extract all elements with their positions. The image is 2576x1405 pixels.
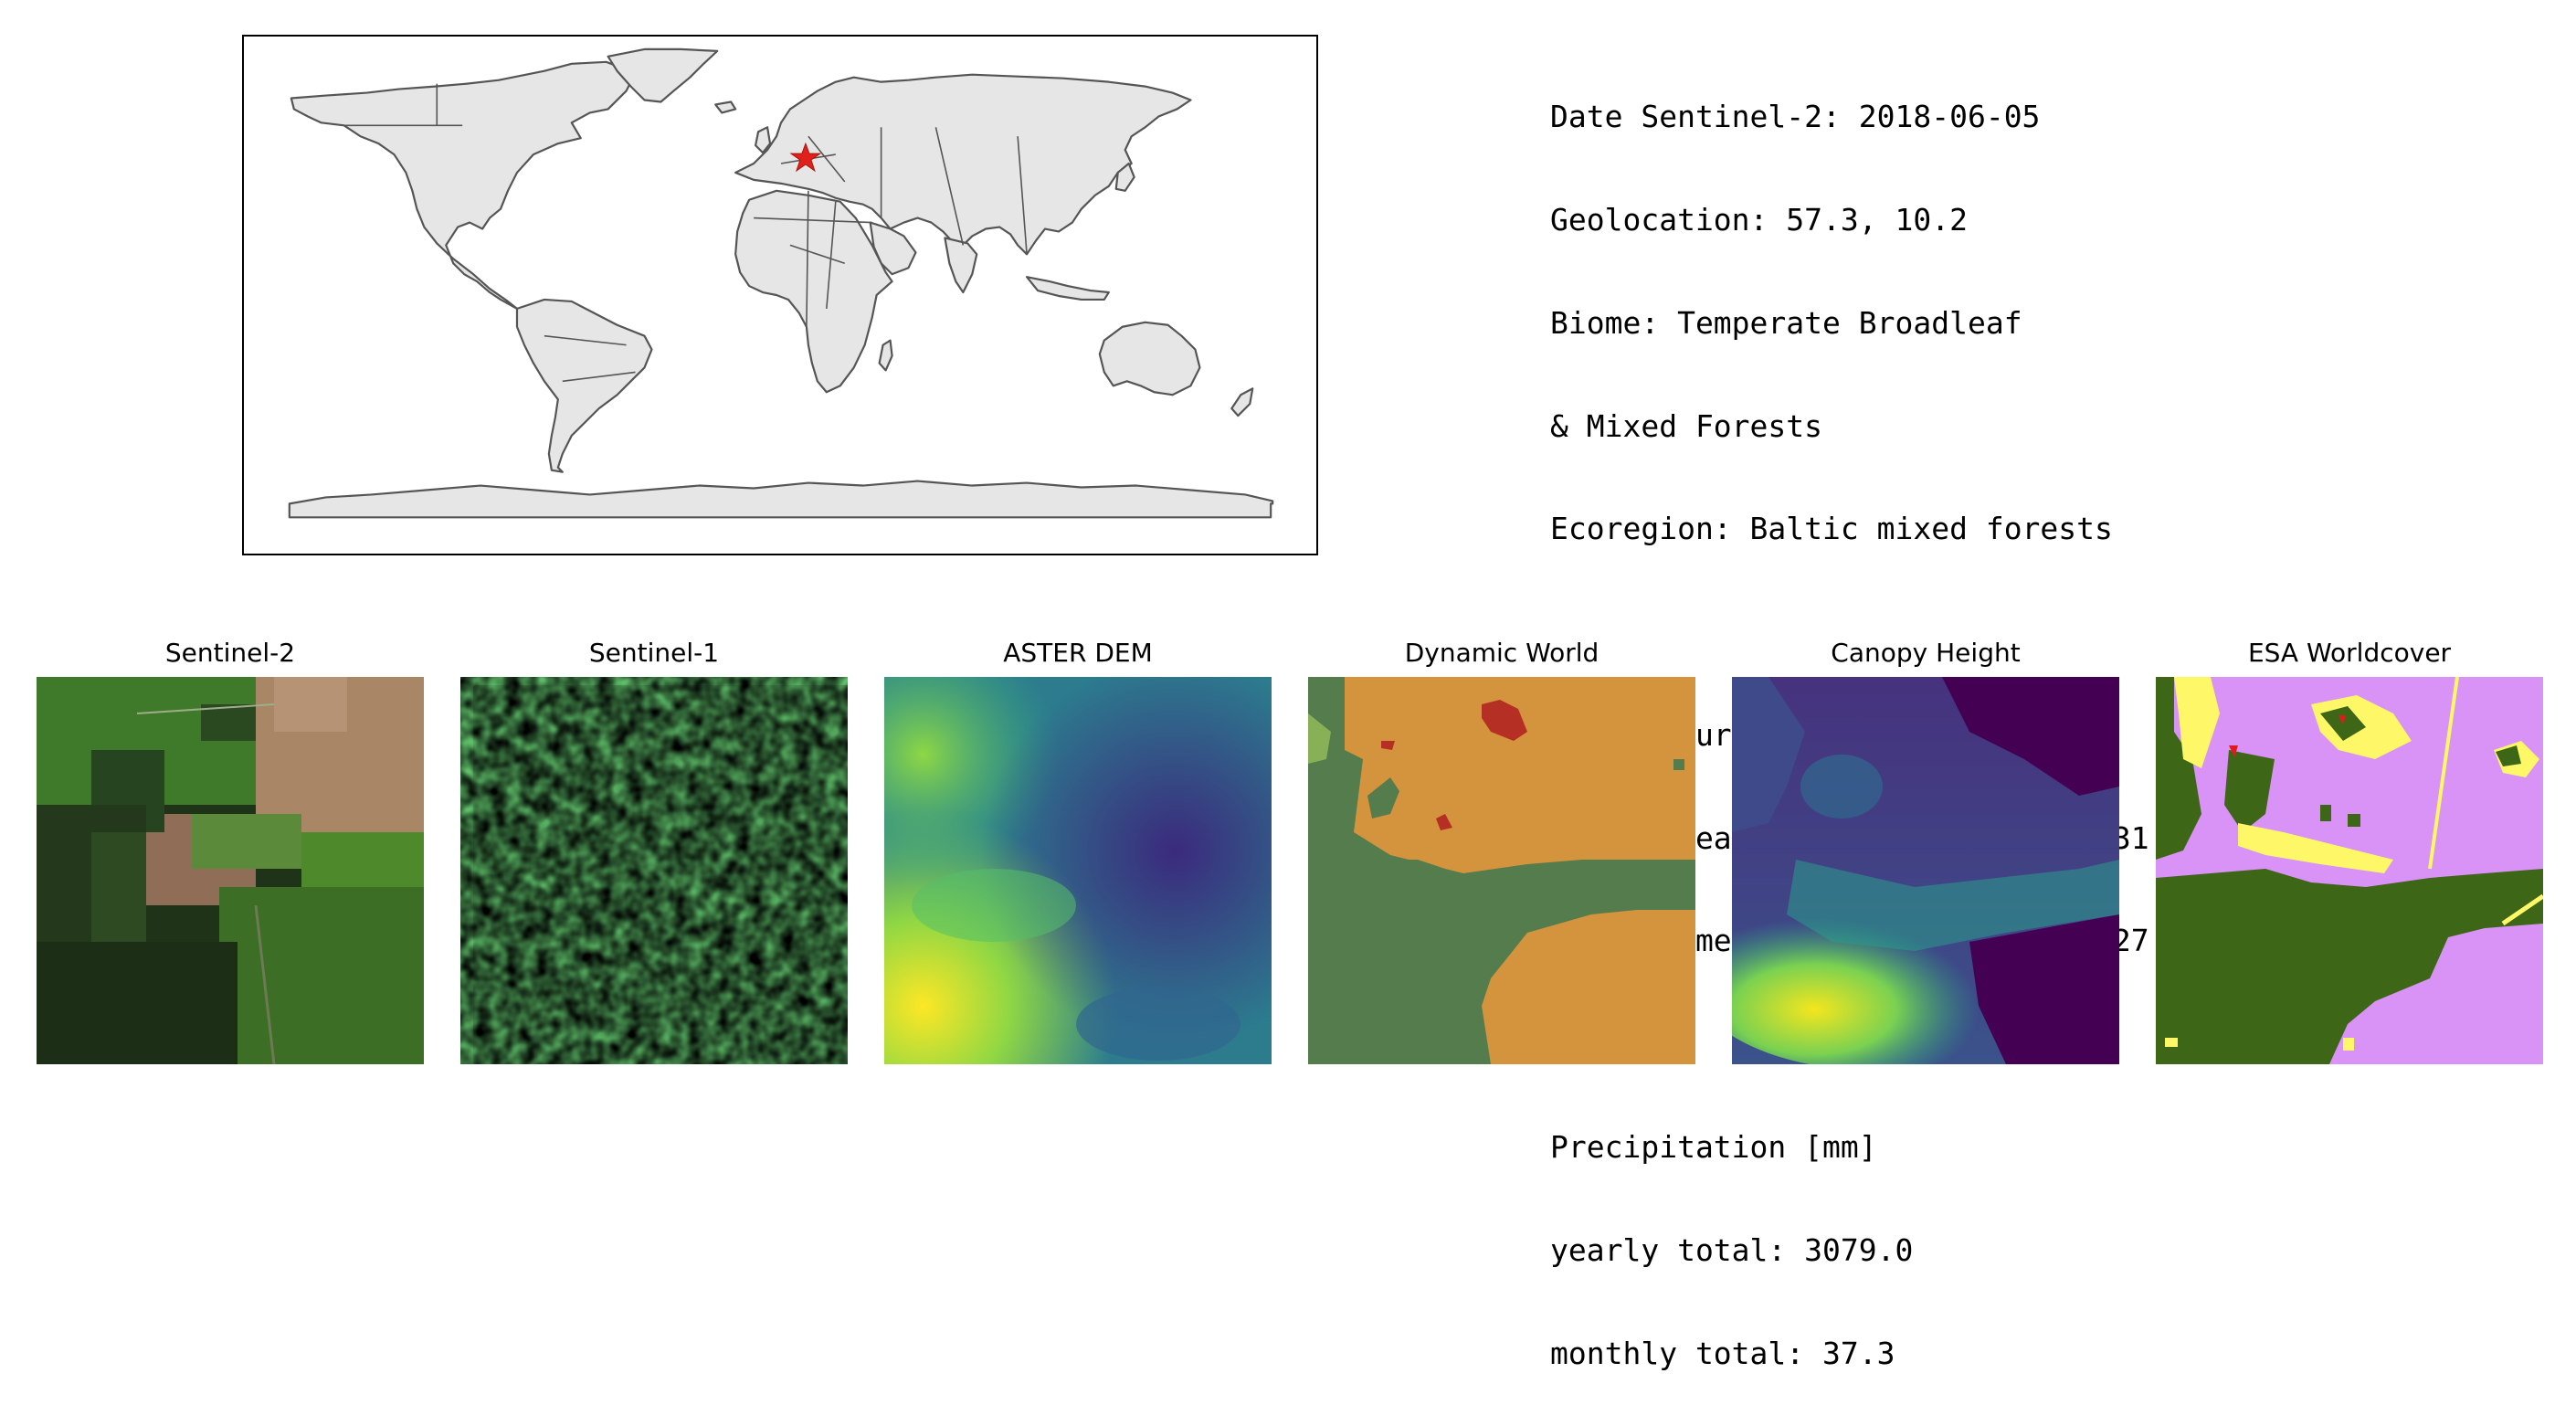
- date-line: Date Sentinel-2: 2018-06-05: [1550, 99, 2041, 135]
- eurasia-shape: [734, 73, 1192, 256]
- panel-title-sentinel-1: Sentinel-1: [588, 638, 720, 668]
- india-shape: [944, 237, 978, 294]
- ecoregion-line: Ecoregion: Baltic mixed forests: [1550, 511, 2113, 547]
- world-map-svg: [288, 48, 1274, 519]
- north-america-shape: [290, 60, 637, 310]
- panel-title-esa-worldcover: ESA Worldcover: [2247, 638, 2452, 668]
- greenland-shape: [607, 48, 719, 103]
- madagascar-shape: [878, 339, 893, 372]
- panel-title-dynamic-world: Dynamic World: [1404, 638, 1599, 668]
- world-map: [242, 35, 1318, 555]
- antarctica-shape: [288, 480, 1274, 519]
- uk-shape: [754, 126, 772, 154]
- precipitation-header: Precipitation [mm]: [1550, 1129, 1877, 1165]
- biome-line-cont: & Mixed Forests: [1550, 407, 1823, 444]
- indonesia-shape: [1025, 276, 1110, 301]
- canopy-height-image: [1732, 677, 2119, 1064]
- panel-title-canopy-height: Canopy Height: [1831, 638, 2021, 668]
- precipitation-yearly: yearly total: 3079.0: [1550, 1231, 1914, 1268]
- panel-title-aster-dem: ASTER DEM: [1003, 638, 1153, 668]
- iceland-shape: [714, 100, 737, 114]
- south-america-shape: [515, 298, 653, 473]
- africa-shape: [734, 189, 893, 394]
- aster-dem-image: [884, 677, 1272, 1064]
- dynamic-world-image: [1308, 677, 1695, 1064]
- geolocation-line: Geolocation: 57.3, 10.2: [1550, 201, 1968, 238]
- esa-worldcover-image: [2156, 677, 2543, 1064]
- precipitation-monthly: monthly total: 37.3: [1550, 1335, 1895, 1371]
- sentinel-1-image: [460, 677, 848, 1064]
- biome-line: Biome: Temperate Broadleaf: [1550, 304, 2022, 341]
- new-zealand-shape: [1230, 387, 1254, 417]
- japan-shape: [1114, 162, 1135, 192]
- location-star-icon: [789, 142, 822, 173]
- panel-title-sentinel-2: Sentinel-2: [164, 638, 296, 668]
- sentinel-2-image: [37, 677, 424, 1064]
- australia-shape: [1098, 321, 1201, 396]
